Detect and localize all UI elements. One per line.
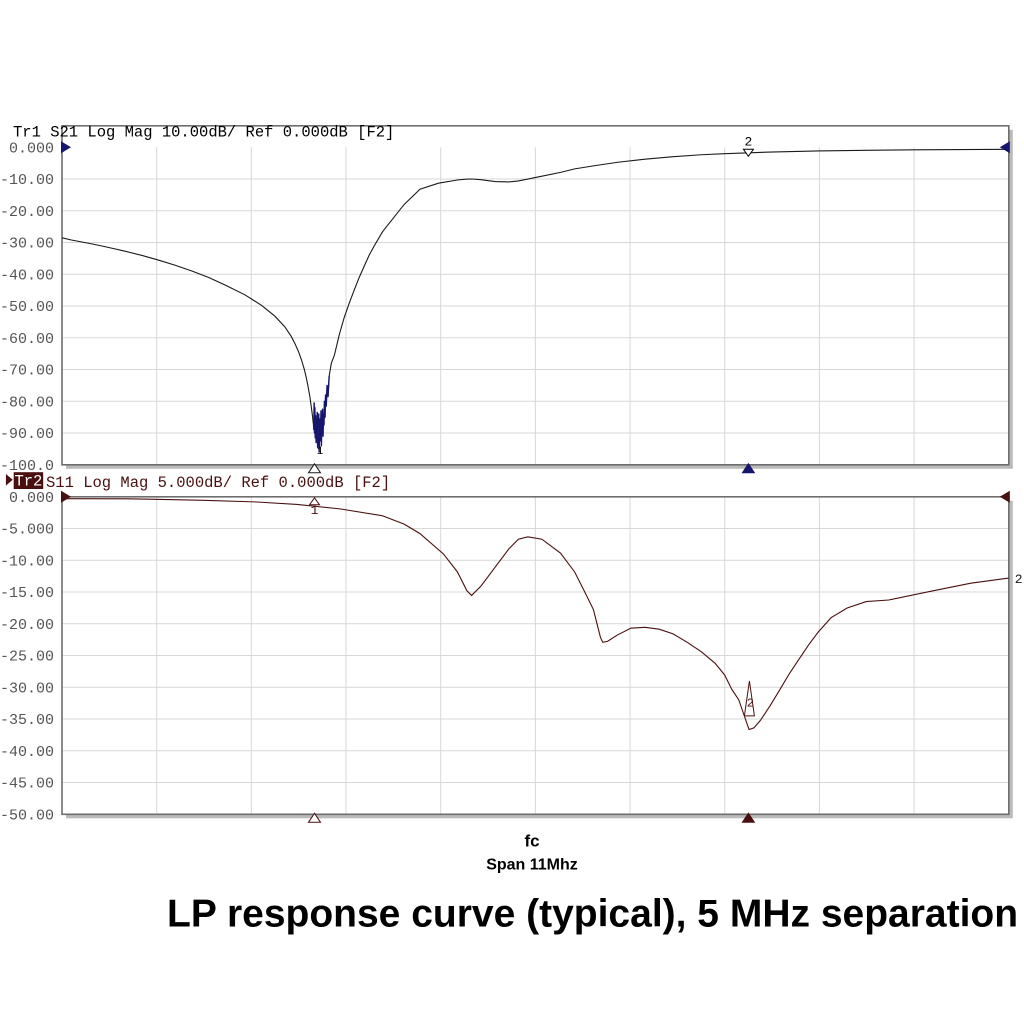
svg-text:Span 11Mhz: Span 11Mhz [486,857,578,874]
svg-text:-20.00: -20.00 [0,204,54,221]
svg-text:2: 2 [1015,572,1023,587]
svg-text:-90.00: -90.00 [0,426,54,443]
svg-text:Tr1 S21 Log Mag 10.00dB/ Ref 0: Tr1 S21 Log Mag 10.00dB/ Ref 0.000dB [F2… [13,124,394,142]
svg-text:-30.00: -30.00 [0,236,54,253]
svg-text:fc: fc [524,832,539,851]
svg-text:0.000: 0.000 [9,140,54,157]
svg-text:-35.00: -35.00 [0,712,54,729]
svg-text:-60.00: -60.00 [0,331,54,348]
svg-text:1: 1 [317,446,324,458]
svg-text:-10.00: -10.00 [0,172,54,189]
svg-text:-70.00: -70.00 [0,363,54,380]
svg-text:-25.00: -25.00 [0,649,54,666]
svg-text:-30.00: -30.00 [0,680,54,697]
svg-text:-50.00: -50.00 [0,807,54,824]
svg-text:S11 Log Mag 5.000dB/ Ref 0.000: S11 Log Mag 5.000dB/ Ref 0.000dB [F2] [46,474,390,492]
svg-text:-50.00: -50.00 [0,299,54,316]
svg-text:-15.00: -15.00 [0,585,54,602]
svg-text:-20.00: -20.00 [0,617,54,634]
svg-text:-40.00: -40.00 [0,744,54,761]
svg-text:LP response curve (typical), 5: LP response curve (typical), 5 MHz separ… [167,892,1018,935]
svg-text:-40.00: -40.00 [0,267,54,284]
svg-text:-10.00: -10.00 [0,553,54,570]
svg-text:Tr2: Tr2 [14,473,42,491]
svg-text:-5.000: -5.000 [0,522,54,539]
svg-text:2: 2 [744,134,752,149]
svg-text:0.000: 0.000 [9,490,54,507]
svg-text:-80.00: -80.00 [0,394,54,411]
svg-text:-45.00: -45.00 [0,776,54,793]
